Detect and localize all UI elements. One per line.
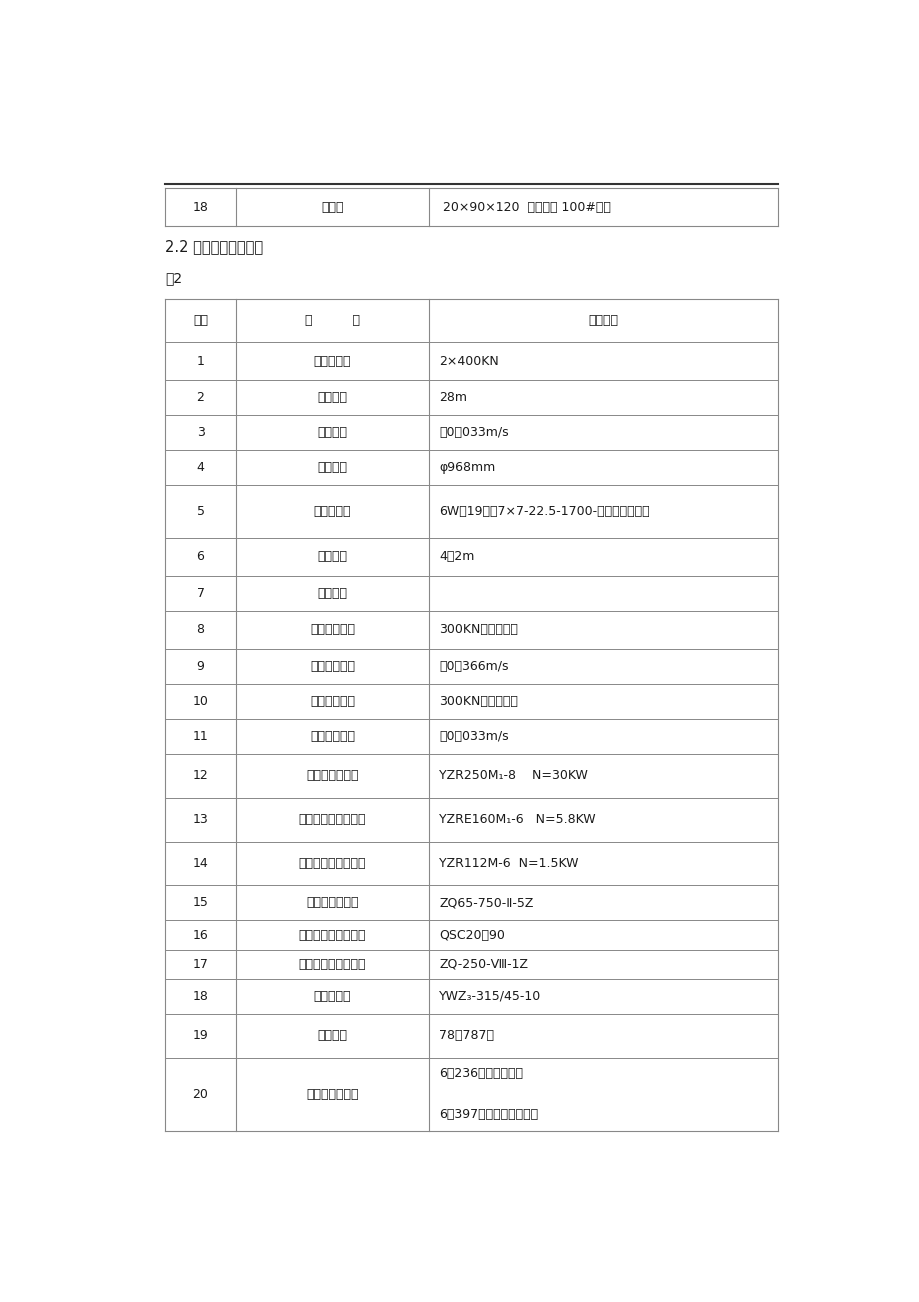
Text: 小车运行吊重: 小车运行吊重 xyxy=(310,695,355,708)
Text: YWZ₃-315/45-10: YWZ₃-315/45-10 xyxy=(439,990,541,1003)
Text: 5: 5 xyxy=(197,505,204,518)
Text: 6: 6 xyxy=(197,551,204,564)
Text: 20: 20 xyxy=(192,1087,209,1100)
Text: 28m: 28m xyxy=(439,392,467,405)
Text: 2: 2 xyxy=(197,392,204,405)
Text: 卷筒直径: 卷筒直径 xyxy=(317,461,347,474)
Text: 减速器（小车行走）: 减速器（小车行走） xyxy=(299,958,366,971)
Text: 2.2 工作闸门技术规范: 2.2 工作闸门技术规范 xyxy=(165,240,263,254)
Text: 6．397吨（弧门检修们）: 6．397吨（弧门检修们） xyxy=(439,1108,538,1121)
Text: 名          称: 名 称 xyxy=(304,314,359,327)
Text: 6W（19）＋7×7-22.5-1700-特－甲镀－右交: 6W（19）＋7×7-22.5-1700-特－甲镀－右交 xyxy=(439,505,650,518)
Text: 78．787吨: 78．787吨 xyxy=(439,1030,494,1043)
Text: 起升高度: 起升高度 xyxy=(317,392,347,405)
Text: 9: 9 xyxy=(197,660,204,673)
Text: φ968mm: φ968mm xyxy=(439,461,495,474)
Text: 6．236吨（进水口）: 6．236吨（进水口） xyxy=(439,1068,523,1081)
Text: ZQ-250-Ⅷ-1Z: ZQ-250-Ⅷ-1Z xyxy=(439,958,528,971)
Text: 20×90×120  材料：防 100#橡皮: 20×90×120 材料：防 100#橡皮 xyxy=(443,201,610,214)
Text: 11: 11 xyxy=(192,730,209,743)
Text: 表2: 表2 xyxy=(165,272,182,285)
Text: 自动脱挂梁重量: 自动脱挂梁重量 xyxy=(306,1087,358,1100)
Text: ～0．366m/s: ～0．366m/s xyxy=(439,660,508,673)
Text: 10: 10 xyxy=(192,695,209,708)
Text: 制动器型号: 制动器型号 xyxy=(313,990,351,1003)
Text: 4．2m: 4．2m xyxy=(439,551,474,564)
Text: 300KN（含抓梁）: 300KN（含抓梁） xyxy=(439,624,517,637)
Text: 12: 12 xyxy=(192,769,209,783)
Text: ～0．033m/s: ～0．033m/s xyxy=(439,427,508,439)
Text: 大车运行速度: 大车运行速度 xyxy=(310,660,355,673)
Text: 18: 18 xyxy=(192,990,209,1003)
Text: 15: 15 xyxy=(192,897,209,910)
Text: 技术参数: 技术参数 xyxy=(588,314,618,327)
Text: 16: 16 xyxy=(192,928,209,941)
Text: 钢丝绳规格: 钢丝绳规格 xyxy=(313,505,351,518)
Text: QSC20－90: QSC20－90 xyxy=(439,928,505,941)
Text: 序号: 序号 xyxy=(193,314,208,327)
Text: 电动机（起升）: 电动机（起升） xyxy=(306,769,358,783)
Text: 18: 18 xyxy=(192,201,209,214)
Text: 4: 4 xyxy=(197,461,204,474)
Text: 电动机（小车行走）: 电动机（小车行走） xyxy=(299,857,366,870)
Text: 14: 14 xyxy=(192,857,209,870)
Text: 1: 1 xyxy=(197,355,204,368)
Text: 吊点间距: 吊点间距 xyxy=(317,551,347,564)
Text: 起升速度: 起升速度 xyxy=(317,427,347,439)
Text: 19: 19 xyxy=(192,1030,209,1043)
Text: 300KN（含抓梁）: 300KN（含抓梁） xyxy=(439,695,517,708)
Text: 本机重量: 本机重量 xyxy=(317,1030,347,1043)
Text: ZQ65-750-Ⅱ-5Z: ZQ65-750-Ⅱ-5Z xyxy=(439,897,533,910)
Text: YZRE160M₁-6   N=5.8KW: YZRE160M₁-6 N=5.8KW xyxy=(439,814,596,827)
Text: 3: 3 xyxy=(197,427,204,439)
Text: 8: 8 xyxy=(197,624,204,637)
Text: 13: 13 xyxy=(192,814,209,827)
Text: 水封垫: 水封垫 xyxy=(321,201,344,214)
Text: 7: 7 xyxy=(197,587,204,600)
Text: 小车运行速度: 小车运行速度 xyxy=(310,730,355,743)
Text: 额定启门力: 额定启门力 xyxy=(313,355,351,368)
Text: 17: 17 xyxy=(192,958,209,971)
Text: YZR112M-6  N=1.5KW: YZR112M-6 N=1.5KW xyxy=(439,857,578,870)
Text: YZR250M₁-8    N=30KW: YZR250M₁-8 N=30KW xyxy=(439,769,587,783)
Text: 电动机（大车行走）: 电动机（大车行走） xyxy=(299,814,366,827)
Text: 减速器（大车行走）: 减速器（大车行走） xyxy=(299,928,366,941)
Text: 滑轮倍率: 滑轮倍率 xyxy=(317,587,347,600)
Text: 减速器（起升）: 减速器（起升） xyxy=(306,897,358,910)
Text: 2×400KN: 2×400KN xyxy=(439,355,499,368)
Text: 大车运行吊重: 大车运行吊重 xyxy=(310,624,355,637)
Text: ～0．033m/s: ～0．033m/s xyxy=(439,730,508,743)
